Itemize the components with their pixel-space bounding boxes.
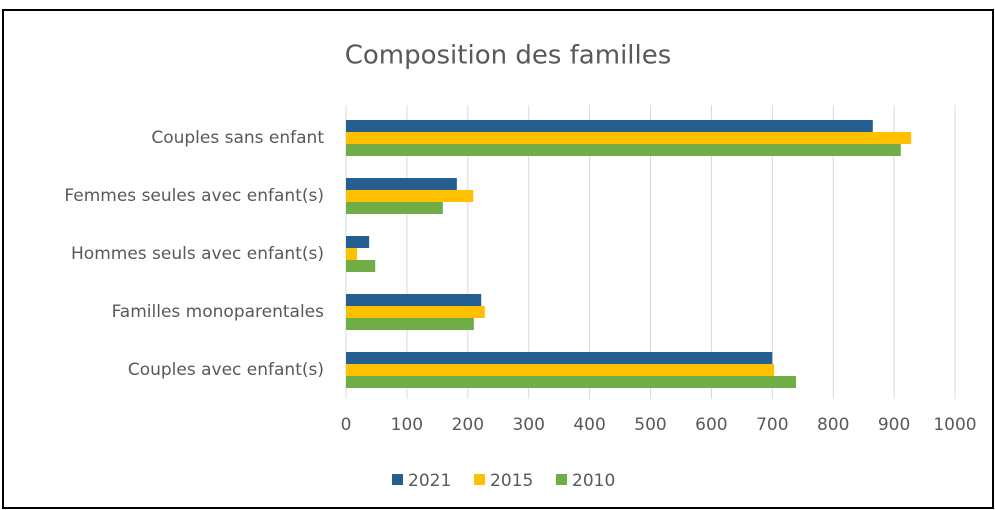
legend-label: 2021: [408, 471, 451, 491]
bar: [346, 236, 370, 248]
x-tick-label: 900: [878, 415, 910, 435]
x-tick-label: 100: [391, 415, 423, 435]
x-tick-label: 400: [573, 415, 605, 435]
bar: [346, 132, 912, 144]
bar: [346, 202, 443, 214]
bar: [346, 306, 485, 318]
y-tick-label: Hommes seuls avec enfant(s): [71, 244, 324, 264]
bar: [346, 248, 357, 260]
y-tick-label: Femmes seules avec enfant(s): [64, 186, 324, 206]
chart-title: Composition des familles: [345, 41, 672, 71]
x-tick-label: 200: [452, 415, 484, 435]
legend-label: 2015: [490, 471, 533, 491]
bar: [346, 352, 773, 364]
x-tick-label: 800: [817, 415, 849, 435]
legend-label: 2010: [572, 471, 615, 491]
x-tick-label: 0: [341, 415, 352, 435]
bar: [346, 364, 775, 376]
legend-swatch: [556, 474, 567, 485]
bar: [346, 190, 474, 202]
x-tick-label: 700: [756, 415, 788, 435]
y-tick-label: Familles monoparentales: [112, 302, 325, 322]
x-tick-label: 1000: [933, 415, 976, 435]
y-tick-label: Couples sans enfant: [151, 128, 324, 148]
legend-swatch: [392, 474, 403, 485]
legend-swatch: [474, 474, 485, 485]
bar: [346, 144, 901, 156]
bar: [346, 120, 873, 132]
x-tick-label: 500: [634, 415, 666, 435]
x-tick-label: 600: [695, 415, 727, 435]
x-tick-label: 300: [512, 415, 544, 435]
bar: [346, 178, 457, 190]
bar: [346, 294, 482, 306]
bar: [346, 376, 797, 388]
frame: [2, 9, 994, 509]
y-tick-label: Couples avec enfant(s): [128, 360, 324, 380]
bar: [346, 260, 376, 272]
bar: [346, 318, 474, 330]
